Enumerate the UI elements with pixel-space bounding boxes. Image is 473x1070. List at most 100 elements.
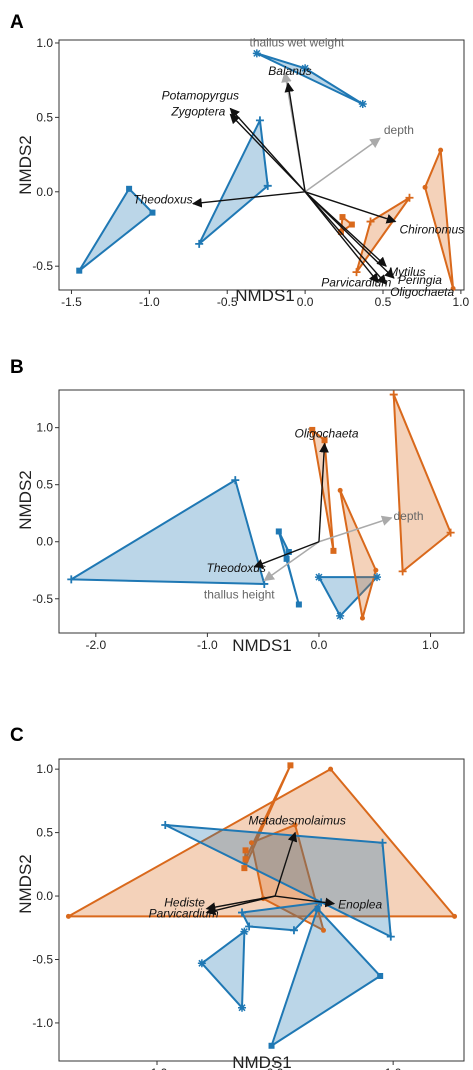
panel-a-letter: A <box>10 12 24 33</box>
panel-a-point <box>422 184 428 190</box>
panel-a-point <box>339 214 346 221</box>
panel-c-point <box>238 1003 247 1012</box>
panel-b-x-axis-title: NMDS1 <box>232 636 292 655</box>
panel-c-point <box>377 972 384 979</box>
panel-a-plot-frame <box>58 39 465 291</box>
panel-c-species-label: Hediste <box>164 896 205 910</box>
panel-a-species-arrow <box>284 82 306 192</box>
panel-b-point <box>67 575 76 584</box>
panel-c-species-arrow <box>205 895 276 916</box>
panel-b-point <box>260 579 269 588</box>
panel-b-y-tick-label: 0.5 <box>36 478 53 492</box>
panel-a-species-arrow <box>229 113 306 193</box>
panel-b-x-tick-label: 1.0 <box>422 638 439 652</box>
panel-a-hull-blue-plus <box>198 119 269 245</box>
panel-a-env-label: thallus wet weight <box>250 36 345 50</box>
panel-a-species-arrow <box>304 191 387 285</box>
panel-a-species-label: Potamopyrgus <box>162 88 239 102</box>
panel-b-hull-blue-plus <box>70 479 266 585</box>
panel-a-point <box>301 64 310 73</box>
panel-a-species-label: Mytilus <box>388 265 425 279</box>
panel-a-x-tick-label: -1.0 <box>139 295 160 309</box>
panel-a-x-tick-label: 0.0 <box>297 295 314 309</box>
panel-a-species-arrow <box>304 191 395 279</box>
panel-a-point <box>348 221 355 228</box>
panel-c-point <box>240 927 249 936</box>
panel-c-point <box>241 865 248 872</box>
panel-a-env-arrow <box>304 137 381 193</box>
panel-b-env-arrow <box>263 541 320 582</box>
panel-c-species-arrow <box>274 895 336 908</box>
panel-a-point <box>450 286 456 292</box>
panel-b-y-tick-label: 0.0 <box>36 535 53 549</box>
panel-a-species-label: Peringia <box>398 273 442 287</box>
panel-c-point <box>314 905 321 912</box>
panel-c-point <box>65 913 71 919</box>
panel-c-point <box>268 1042 275 1049</box>
panel-b-species-arrow <box>318 442 329 542</box>
panel-a-species-label: Chironomus <box>399 223 464 237</box>
panel-c-y-axis-title: NMDS2 <box>16 854 35 914</box>
panel-c-point <box>248 840 254 846</box>
panel-a-point <box>149 209 156 216</box>
panel-a-species-label: Balanus <box>268 64 311 78</box>
panel-c-point <box>197 959 206 968</box>
panel-a-hull-blue-star <box>255 52 364 105</box>
panel-c-point <box>320 927 326 933</box>
panel-b-point <box>309 426 316 433</box>
panel-c-hull-blue-plus <box>164 823 392 938</box>
panel-c-letter: C <box>10 725 24 746</box>
panel-a-env-label: depth <box>384 123 414 137</box>
panel-b-point <box>359 615 365 621</box>
panel-c-point <box>287 762 294 769</box>
panel-b-point <box>372 573 381 582</box>
panel-a-y-axis-title: NMDS2 <box>16 135 35 195</box>
panel-c-species-arrow <box>274 831 298 897</box>
panel-a-x-tick-label: 1.0 <box>453 295 470 309</box>
panel-c-hull-blue-star <box>200 930 246 1009</box>
panel-a-point <box>263 181 272 190</box>
panel-b-letter: B <box>10 357 24 378</box>
panel-a-point <box>366 217 375 226</box>
panel-b-point <box>336 611 345 620</box>
panel-c-point <box>386 932 395 941</box>
panel-b-x-tick-label: 0.0 <box>311 638 328 652</box>
panel-b-point <box>295 601 302 608</box>
panel-c-point <box>242 856 249 863</box>
panel-c-x-axis-title: NMDS1 <box>232 1053 292 1070</box>
panel-a-species-arrow <box>191 191 306 208</box>
panel-c-species-label: Metadesmolaimus <box>248 814 345 828</box>
panel-a-species-label: Parvicardium <box>321 276 391 290</box>
panel-a-x-tick-label: -0.5 <box>217 295 238 309</box>
panel-b-hull-orange-plus <box>392 393 452 573</box>
panel-a-y-tick-label: 1.0 <box>36 36 53 50</box>
panel-b-point <box>446 528 455 537</box>
panel-b-point <box>389 390 398 399</box>
panel-b-point <box>231 476 240 485</box>
panel-a-point <box>438 147 444 153</box>
panel-a-point <box>76 267 83 274</box>
panel-c-point <box>289 926 298 935</box>
panel-a-species-arrow <box>304 191 379 284</box>
panel-b-point <box>337 487 343 493</box>
panel-b-point <box>275 528 282 535</box>
panel-b-point <box>321 437 328 444</box>
panel-b-x-tick-label: -1.0 <box>197 638 218 652</box>
panel-c-point <box>245 922 254 931</box>
panel-c-point <box>452 913 458 919</box>
panel-a-point <box>405 193 414 202</box>
panel-c-y-tick-label: 0.0 <box>36 889 53 903</box>
panel-b-species-arrow <box>253 541 320 569</box>
panel-a-species-arrow <box>304 191 397 224</box>
panel-c-y-tick-label: -1.0 <box>32 1016 53 1030</box>
panel-c-point <box>161 820 170 829</box>
panel-c-plot-frame <box>58 758 465 1062</box>
panel-b-env-label: thallus height <box>204 588 275 602</box>
panel-a-x-axis-title: NMDS1 <box>235 286 295 305</box>
panel-a-point <box>358 99 367 108</box>
panel-a-x-tick-label: 0.5 <box>375 295 392 309</box>
panel-b-y-axis-title: NMDS2 <box>16 470 35 530</box>
